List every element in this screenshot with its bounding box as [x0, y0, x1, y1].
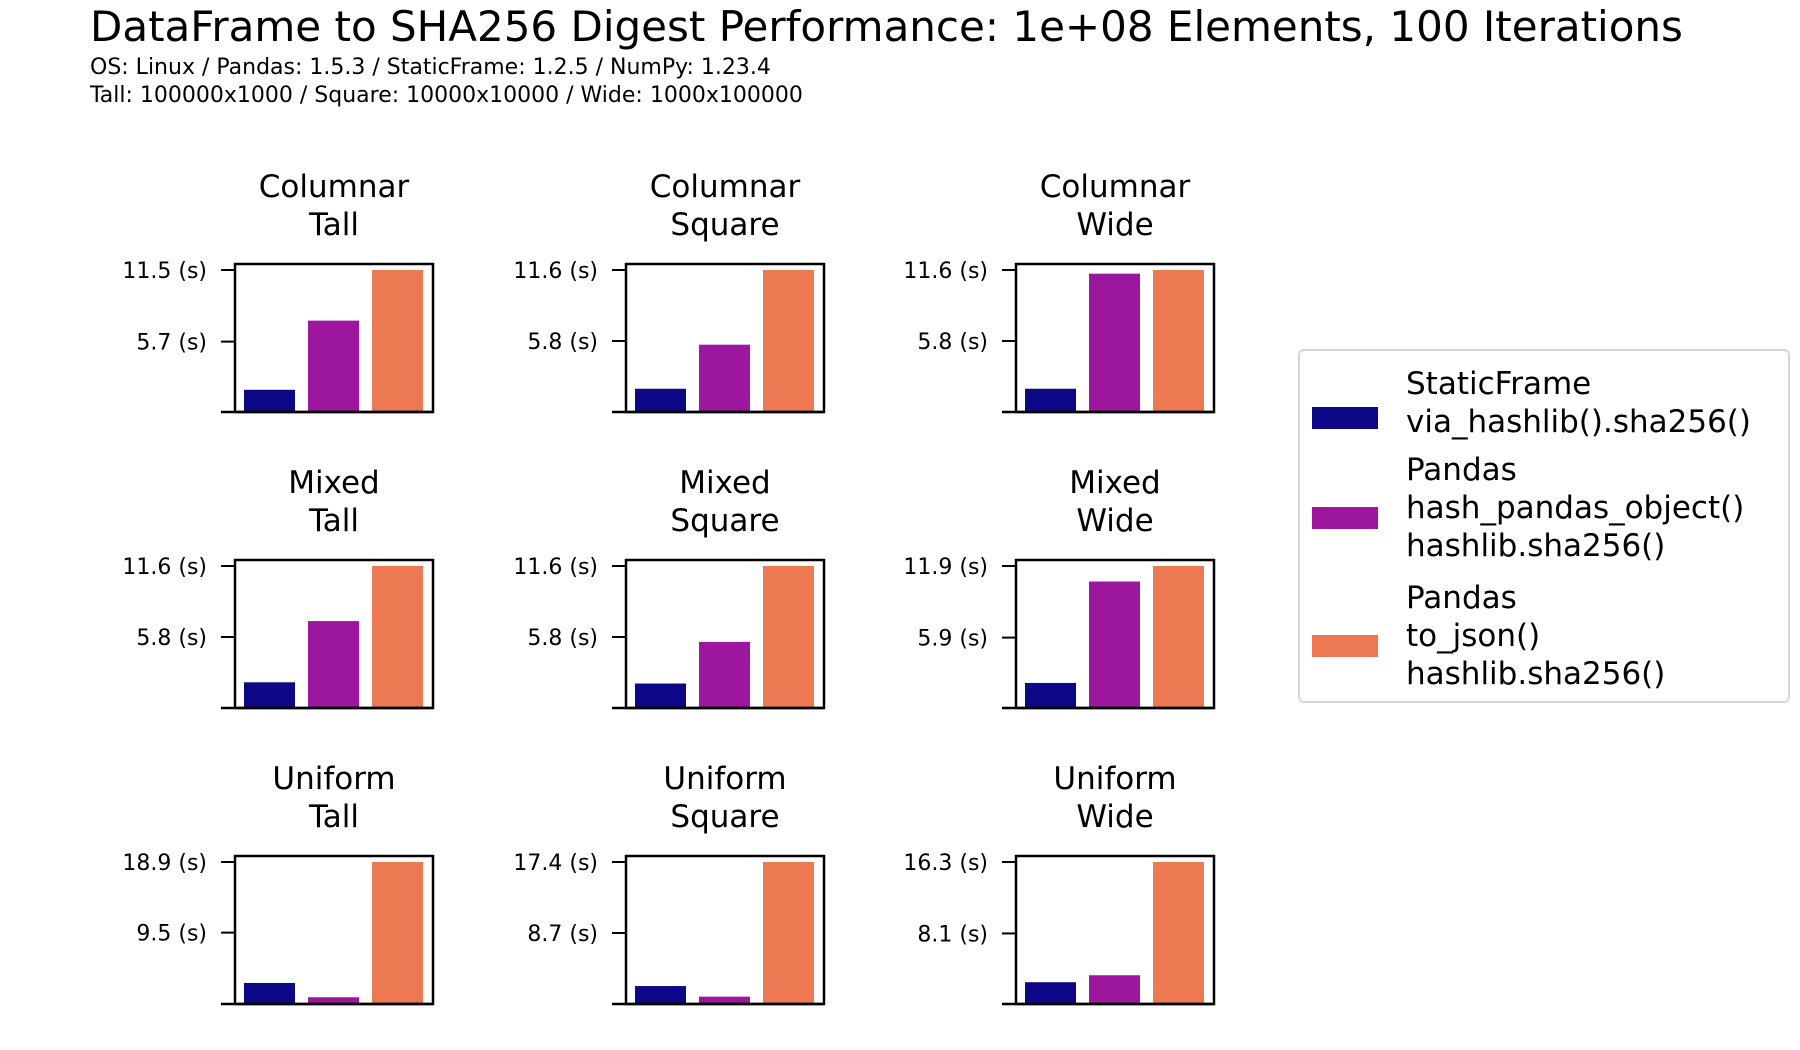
- legend-label-line: via_hashlib().sha256(): [1406, 404, 1751, 440]
- bar: [635, 683, 686, 708]
- subplot-title: Square: [670, 503, 779, 539]
- bar: [635, 986, 686, 1004]
- subplot-title: Wide: [1076, 503, 1153, 539]
- bar: [372, 566, 423, 708]
- figure-title: DataFrame to SHA256 Digest Performance: …: [90, 2, 1683, 51]
- subplot-title: Columnar: [259, 169, 410, 205]
- bar: [308, 320, 359, 412]
- subplot-title: Uniform: [663, 761, 786, 797]
- y-tick-label: 11.6 (s): [513, 259, 598, 284]
- legend-label-line: hash_pandas_object(): [1406, 490, 1745, 526]
- legend-swatch-staticframe: [1312, 407, 1378, 429]
- legend-swatch-pandas-hash: [1312, 507, 1378, 529]
- legend-label-line: Pandas: [1406, 580, 1517, 616]
- bar: [635, 388, 686, 412]
- bar: [763, 270, 814, 412]
- bar: [244, 982, 295, 1004]
- y-tick-label: 5.8 (s): [527, 330, 598, 355]
- legend-label-line: StaticFrame: [1406, 366, 1592, 402]
- y-tick-label: 5.9 (s): [917, 627, 988, 652]
- y-tick-label: 5.8 (s): [136, 626, 207, 651]
- bar: [308, 997, 359, 1004]
- y-tick-label: 5.8 (s): [917, 330, 988, 355]
- bar: [1153, 566, 1204, 708]
- bar: [244, 389, 295, 412]
- subplot-title: Uniform: [1053, 761, 1176, 797]
- bar: [763, 862, 814, 1004]
- subplot-title: Mixed: [288, 465, 380, 501]
- y-tick-label: 5.8 (s): [527, 626, 598, 651]
- subplot-title: Wide: [1076, 207, 1153, 243]
- figure-subtitle-shapes: Tall: 100000x1000 / Square: 10000x10000 …: [90, 83, 803, 108]
- bar: [699, 996, 750, 1004]
- figure-subtitle-versions: OS: Linux / Pandas: 1.5.3 / StaticFrame:…: [90, 55, 771, 80]
- y-tick-label: 11.6 (s): [903, 259, 988, 284]
- bar: [1153, 270, 1204, 412]
- legend-label-line: Pandas: [1406, 452, 1517, 488]
- y-tick-label: 11.6 (s): [122, 555, 207, 580]
- bar: [699, 641, 750, 708]
- y-tick-label: 17.4 (s): [513, 851, 598, 876]
- legend-label-pandas-json: Pandas to_json() hashlib.sha256(): [1406, 579, 1665, 693]
- legend-label-line: hashlib.sha256(): [1406, 656, 1666, 692]
- subplot-title: Mixed: [679, 465, 771, 501]
- bar: [1089, 975, 1140, 1004]
- bar: [1025, 982, 1076, 1004]
- legend-label-line: hashlib.sha256(): [1406, 528, 1666, 564]
- bar: [1089, 581, 1140, 708]
- subplot-title: Square: [670, 799, 779, 835]
- bar: [308, 621, 359, 708]
- subplot-title: Mixed: [1069, 465, 1161, 501]
- chart-legend: StaticFrame via_hashlib().sha256() Panda…: [1298, 349, 1790, 703]
- y-tick-label: 9.5 (s): [136, 922, 207, 947]
- legend-label-line: to_json(): [1406, 618, 1541, 654]
- bar: [1089, 273, 1140, 412]
- bar: [372, 270, 423, 412]
- bar: [1153, 862, 1204, 1004]
- bar: [763, 566, 814, 708]
- subplot-title: Tall: [308, 799, 359, 835]
- y-tick-label: 8.1 (s): [917, 922, 988, 947]
- y-tick-label: 11.9 (s): [903, 555, 988, 580]
- subplot-title: Tall: [308, 503, 359, 539]
- subplot-title: Square: [670, 207, 779, 243]
- bar: [244, 682, 295, 708]
- y-tick-label: 11.5 (s): [122, 259, 207, 284]
- subplot-title: Columnar: [1040, 169, 1191, 205]
- y-tick-label: 11.6 (s): [513, 555, 598, 580]
- legend-swatch-pandas-json: [1312, 635, 1378, 657]
- bar: [1025, 682, 1076, 708]
- subplot-title: Uniform: [272, 761, 395, 797]
- bar: [699, 344, 750, 412]
- subplot-title: Wide: [1076, 799, 1153, 835]
- bar: [372, 862, 423, 1004]
- y-tick-label: 18.9 (s): [122, 851, 207, 876]
- y-tick-label: 5.7 (s): [136, 331, 207, 356]
- legend-label-pandas-hash: Pandas hash_pandas_object() hashlib.sha2…: [1406, 451, 1744, 565]
- subplot-title: Tall: [308, 207, 359, 243]
- legend-label-staticframe: StaticFrame via_hashlib().sha256(): [1406, 365, 1751, 441]
- y-tick-label: 16.3 (s): [903, 851, 988, 876]
- y-tick-label: 8.7 (s): [527, 922, 598, 947]
- subplot-title: Columnar: [650, 169, 801, 205]
- bar: [1025, 388, 1076, 412]
